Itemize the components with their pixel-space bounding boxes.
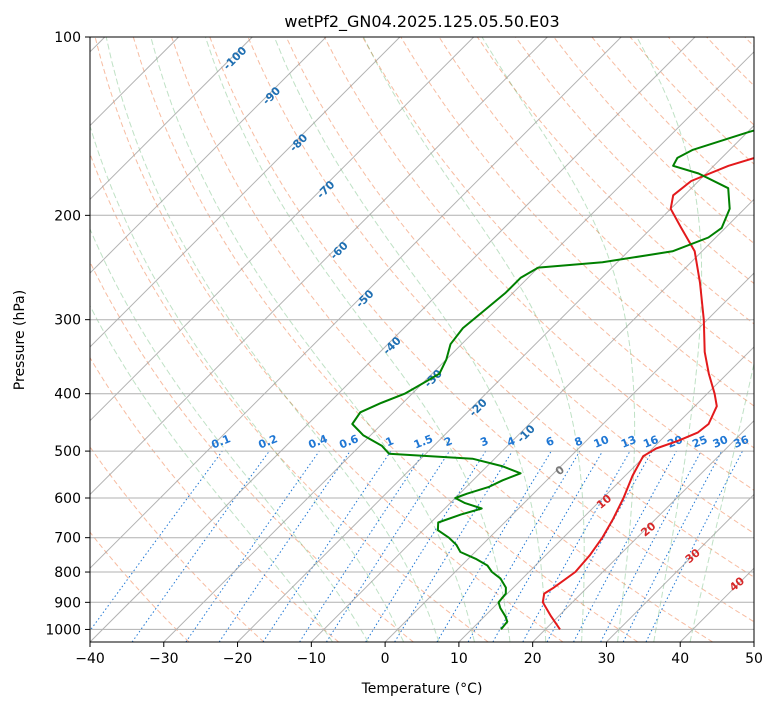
y-axis: 100 200 300 400 500 600 700 800 900 1000 <box>45 30 90 638</box>
mixing-ratio-line <box>299 450 426 642</box>
moist-adiabat-line <box>481 37 636 642</box>
mixing-ratio-label: 16 <box>641 433 660 451</box>
y-axis-label: Pressure (hPa) <box>12 290 28 390</box>
y-tick-label: 500 <box>54 444 81 460</box>
dry-adiabat-line <box>90 152 489 642</box>
dry-adiabat-line <box>209 37 754 623</box>
isotherm-line <box>310 198 754 642</box>
mixing-ratio-line <box>218 450 351 642</box>
mixing-ratio-line <box>90 450 223 632</box>
mixing-ratio-line <box>573 450 677 642</box>
mixing-ratio-label: 30 <box>711 433 730 451</box>
moist-adiabat-line <box>150 37 475 642</box>
y-tick-label: 700 <box>54 531 81 547</box>
isotherm-line <box>532 419 754 642</box>
mixing-ratio-line <box>394 450 513 642</box>
temperature-profile-line <box>541 157 754 630</box>
x-tick-label: 20 <box>524 651 542 667</box>
mixing-ratio-line <box>262 450 392 642</box>
moist-adiabat-line <box>90 227 369 642</box>
x-tick-label: 30 <box>598 651 616 667</box>
dry-adiabat-line <box>515 37 754 285</box>
moist-adiabat-line <box>90 124 405 642</box>
moist-adiabat-line <box>273 37 547 642</box>
x-tick-label: −40 <box>75 651 105 667</box>
dry-adiabat-line <box>171 37 713 642</box>
isotherm-line <box>384 272 754 642</box>
mixing-ratio-label: 13 <box>619 433 638 451</box>
y-tick-label: 100 <box>54 30 81 46</box>
mixing-ratio-label: 8 <box>573 434 585 449</box>
mixing-ratio-label: 25 <box>690 433 709 451</box>
isotherm-line <box>90 37 622 569</box>
gridlines <box>90 37 754 642</box>
dry-adiabat-line <box>362 37 754 449</box>
x-tick-label: −10 <box>297 651 327 667</box>
mixing-ratio-label: 36 <box>732 433 751 451</box>
y-tick-label: 600 <box>54 491 81 507</box>
isotherm-line <box>90 37 327 274</box>
x-tick-label: 10 <box>450 651 468 667</box>
dry-adiabat-line <box>323 37 754 491</box>
mixing-ratio-line <box>522 450 631 642</box>
dry-adiabat-line <box>132 37 639 642</box>
y-tick-label: 300 <box>54 313 81 329</box>
isotherm-line <box>606 493 754 642</box>
y-tick-label: 200 <box>54 208 81 224</box>
mixing-ratio-label: 10 <box>592 433 611 451</box>
plot-frame <box>89 36 755 643</box>
x-tick-label: −30 <box>149 651 179 667</box>
moist-adiabat-line <box>636 37 703 642</box>
isotherm-line <box>90 37 475 422</box>
mixing-ratio-line <box>131 450 270 642</box>
moist-adiabat-line <box>689 361 754 642</box>
dry-adiabat-line <box>90 531 190 642</box>
mixing-ratio-line <box>185 450 320 642</box>
mixing-ratio-line <box>546 450 653 642</box>
isotherm-line <box>237 124 754 642</box>
y-tick-label: 400 <box>54 387 81 403</box>
mixing-ratio-line <box>325 450 450 642</box>
isotherm-line <box>458 346 754 642</box>
series <box>351 129 754 631</box>
y-tick-label: 800 <box>54 565 81 581</box>
moist-adiabat-line <box>105 37 440 642</box>
isotherm-line <box>163 51 754 642</box>
x-tick-label: 50 <box>745 651 763 667</box>
mixing-ratio-label: 1 <box>384 434 396 449</box>
isotherm-line <box>90 37 696 642</box>
dry-adiabat-line <box>438 37 754 366</box>
moist-adiabat-line <box>204 37 511 642</box>
isotherm-line <box>90 37 401 348</box>
mixing-ratio-label: 3 <box>478 434 490 449</box>
x-axis: −40 −30 −20 −10 0 10 20 30 40 50 <box>75 642 763 667</box>
y-tick-label: 900 <box>54 595 81 611</box>
dry-adiabat-line <box>94 37 564 642</box>
isotherm-line <box>90 37 548 496</box>
mixing-ratio-label: 2 <box>442 434 454 449</box>
dewpoint-profile-line <box>351 129 754 631</box>
chart-title: wetPf2_GN04.2025.125.05.50.E03 <box>284 12 559 32</box>
mixing-ratio-line <box>645 450 743 642</box>
isotherm-line <box>90 37 253 201</box>
dry-adiabat-line <box>90 356 339 642</box>
dry-adiabat-line <box>90 446 265 642</box>
x-tick-label: 40 <box>671 651 689 667</box>
background-lines <box>90 37 754 642</box>
x-tick-label: 0 <box>381 651 390 667</box>
x-tick-label: −20 <box>223 651 253 667</box>
y-tick-label: 1000 <box>45 622 81 638</box>
x-axis-label: Temperature (°C) <box>361 681 483 697</box>
